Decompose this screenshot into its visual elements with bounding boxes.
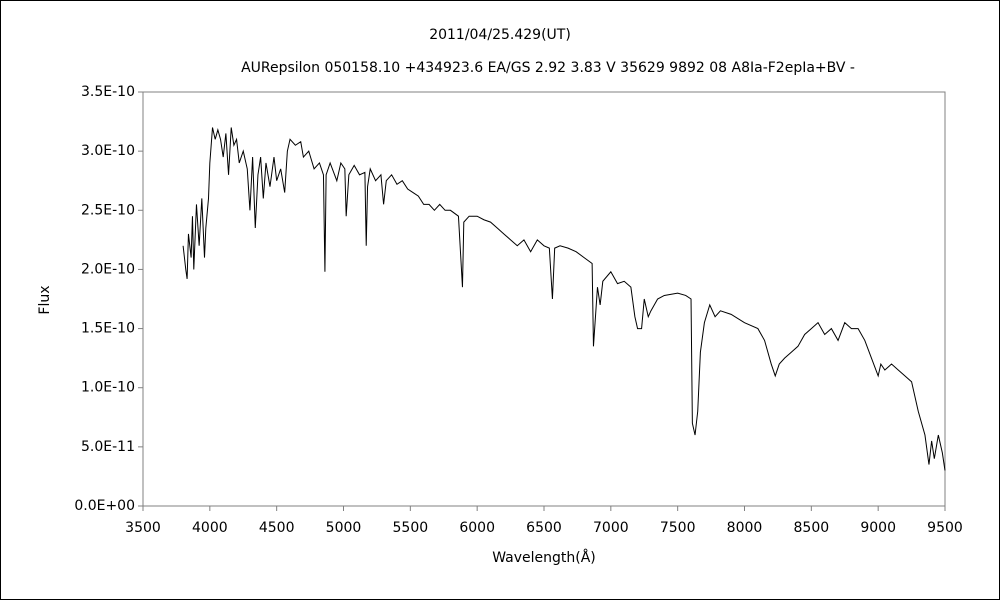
x-tick-label: 5500 bbox=[393, 520, 429, 536]
y-tick-label: 3.0E-10 bbox=[81, 143, 135, 159]
x-tick-label: 5000 bbox=[326, 520, 362, 536]
y-tick-label: 2.0E-10 bbox=[81, 261, 135, 277]
chart-title: 2011/04/25.429(UT) bbox=[429, 27, 571, 43]
chart-subtitle: AURepsilon 050158.10 +434923.6 EA/GS 2.9… bbox=[241, 60, 855, 76]
x-tick-label: 3500 bbox=[125, 520, 161, 536]
x-tick-label: 8000 bbox=[727, 520, 763, 536]
y-tick-label: 1.0E-10 bbox=[81, 380, 135, 396]
x-tick-label: 7500 bbox=[660, 520, 696, 536]
y-tick-label: 2.5E-10 bbox=[81, 202, 135, 218]
x-tick-label: 8500 bbox=[794, 520, 830, 536]
y-tick-label: 1.5E-10 bbox=[81, 321, 135, 337]
x-tick-label: 6000 bbox=[459, 520, 495, 536]
x-axis-label: Wavelength(Å) bbox=[492, 549, 596, 566]
y-tick-label: 0.0E+00 bbox=[74, 498, 135, 514]
x-tick-label: 6500 bbox=[526, 520, 562, 536]
x-tick-label: 7000 bbox=[593, 520, 629, 536]
x-tick-label: 4500 bbox=[259, 520, 295, 536]
spectrum-line bbox=[182, 127, 946, 471]
plot-area bbox=[142, 91, 946, 507]
y-tick-label: 5.0E-11 bbox=[81, 439, 135, 455]
x-tick-label: 4000 bbox=[192, 520, 228, 536]
x-tick-label: 9000 bbox=[860, 520, 896, 536]
y-axis-label: Flux bbox=[37, 285, 53, 314]
x-tick-label: 9500 bbox=[927, 520, 963, 536]
y-tick-label: 3.5E-10 bbox=[81, 84, 135, 100]
